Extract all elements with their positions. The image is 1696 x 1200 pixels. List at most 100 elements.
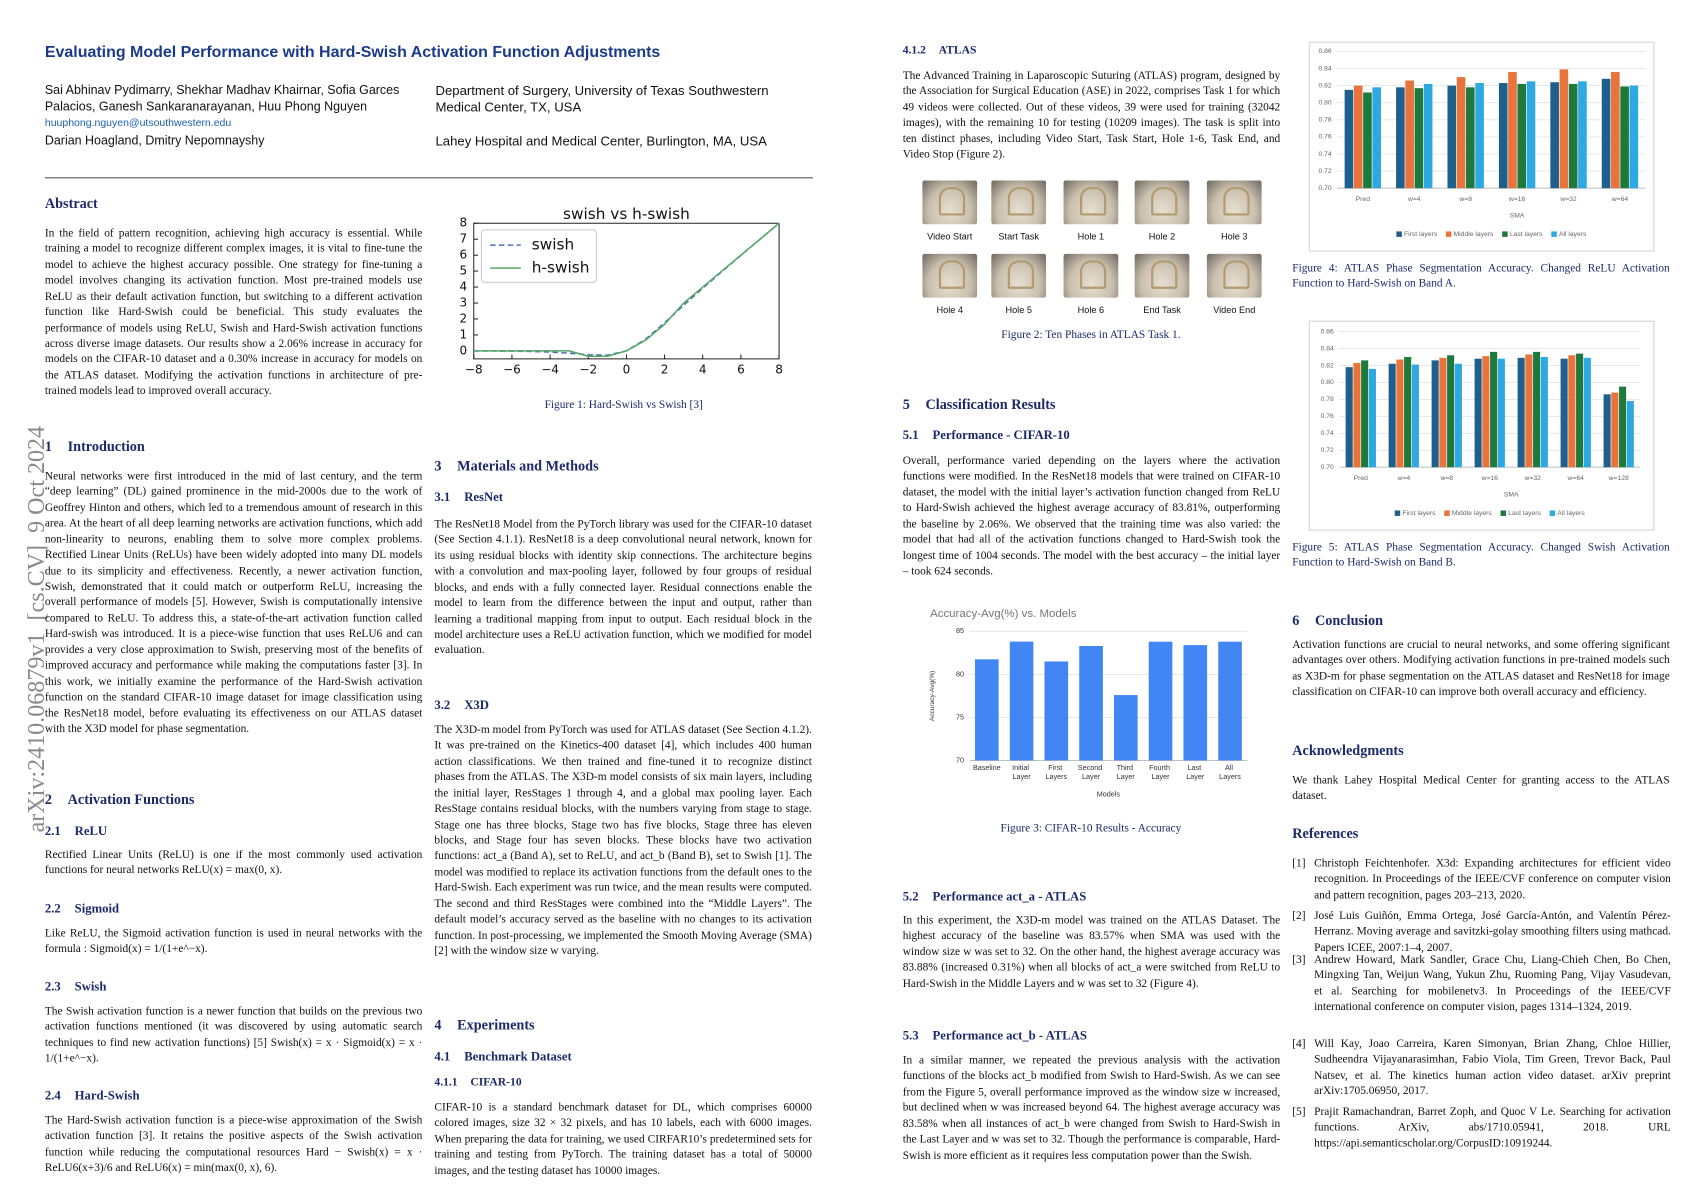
paragraph: The ResNet18 Model from the PyTorch libr… xyxy=(434,518,812,657)
legend-swatch xyxy=(1394,510,1401,516)
x-tick-label: −2 xyxy=(579,362,597,376)
y-tick-label: 6 xyxy=(460,248,468,262)
section-title: References xyxy=(1292,825,1359,842)
bar xyxy=(1344,89,1354,189)
bar xyxy=(1044,661,1069,761)
bar xyxy=(1414,88,1424,189)
x-tick-label: w=128 xyxy=(1608,475,1629,482)
section-heading: 5 Classification Results xyxy=(903,396,1056,414)
x-tick-label: Last Layer xyxy=(1186,763,1205,781)
reference-label: [2] xyxy=(1292,910,1306,923)
paragraph: Overall, performance varied depending on… xyxy=(902,454,1281,578)
section-number: 3.1 xyxy=(434,490,451,505)
bar xyxy=(1466,87,1475,189)
section-number: 4.1.1 xyxy=(434,1076,458,1089)
phase-image xyxy=(1134,180,1190,225)
section-title: Swish xyxy=(74,979,107,994)
phase-label: Hole 4 xyxy=(936,304,964,316)
y-tick-label: 0.70 xyxy=(1318,185,1331,192)
paragraph: In this experiment, the X3D-m model was … xyxy=(902,914,1281,990)
bar xyxy=(1372,87,1382,189)
bar xyxy=(1603,394,1611,468)
section-title: ReLU xyxy=(74,823,108,839)
figure-5-chart: 0.70 0.72 0.74 0.76 0.78 0.80 0.82 0.84 0.86 Pred… xyxy=(1308,320,1655,531)
y-tick-label: 80 xyxy=(956,669,964,678)
section-number: 3 xyxy=(434,457,442,474)
bar xyxy=(1508,71,1517,189)
bar xyxy=(1388,363,1396,468)
phase-image xyxy=(991,180,1047,225)
paragraph: The Hard-Swish activation function is a … xyxy=(44,1114,423,1175)
y-tick-label: 0.84 xyxy=(1318,65,1331,72)
bar xyxy=(1361,360,1369,468)
paragraph: We thank Lahey Hospital Medical Center f… xyxy=(1292,774,1670,803)
bar xyxy=(1568,83,1578,189)
reference-label: [3] xyxy=(1292,953,1306,966)
paragraph: Prajit Ramachandran, Barret Zoph, and Qu… xyxy=(1314,1106,1671,1150)
section-heading: 5.2 Performance act_a - ATLAS xyxy=(903,888,1087,906)
bar xyxy=(1517,83,1527,189)
phase-label: Hole 6 xyxy=(1077,304,1105,316)
bar xyxy=(1079,645,1103,761)
y-tick-label: 0.86 xyxy=(1321,328,1334,335)
y-tick-label: 2 xyxy=(460,311,468,325)
x-tick-label: Pred xyxy=(1356,196,1371,203)
affiliation: Department of Surgery, University of Tex… xyxy=(435,83,769,115)
bar xyxy=(1526,81,1536,189)
paragraph: Neural networks were first introduced in… xyxy=(44,470,423,736)
section-heading: 2.3 Swish xyxy=(45,978,107,996)
bar xyxy=(1540,356,1548,468)
y-tick-label: 0.78 xyxy=(1318,117,1331,124)
section-heading: 3 Materials and Methods xyxy=(434,457,598,475)
legend-swatch xyxy=(1549,510,1556,516)
legend-swatch xyxy=(1502,231,1508,237)
bar xyxy=(1404,356,1412,468)
x-tick-label: 6 xyxy=(737,362,745,376)
bar xyxy=(1611,71,1620,189)
bar xyxy=(1447,355,1455,468)
section-heading: 6 Conclusion xyxy=(1292,612,1383,630)
x-tick-label: 0 xyxy=(623,362,631,376)
header-rule xyxy=(44,177,813,179)
section-number: 4.1.2 xyxy=(902,44,926,57)
bar xyxy=(1576,353,1584,468)
chart-frame xyxy=(1308,320,1655,531)
chart-title: Accuracy-Avg(%) vs. Models xyxy=(930,608,1077,620)
paragraph: In the field of pattern recognition, ach… xyxy=(44,227,423,398)
y-tick-label: 0.80 xyxy=(1318,100,1331,107)
figure-caption: Figure 2: Ten Phases in ATLAS Task 1. xyxy=(1001,329,1181,342)
section-title: Classification Results xyxy=(925,396,1056,413)
bar xyxy=(1113,695,1138,761)
legend-label: First layers xyxy=(1404,231,1438,238)
legend-label: Middle layers xyxy=(1454,231,1494,238)
paragraph: Activation functions are crucial to neur… xyxy=(1292,638,1670,699)
legend-swatch xyxy=(1445,231,1452,237)
bar xyxy=(1353,362,1361,468)
section-heading: 2.4 Hard-Swish xyxy=(45,1088,140,1106)
bar xyxy=(1474,358,1482,468)
paragraph: Andrew Howard, Mark Sandler, Grace Chu, … xyxy=(1314,953,1671,1014)
bar xyxy=(1559,69,1569,189)
x-axis-label: Models xyxy=(1097,789,1121,798)
y-tick-label: 0.80 xyxy=(1321,379,1334,386)
y-tick-label: 0.82 xyxy=(1321,362,1334,369)
phase-label: Hole 2 xyxy=(1148,230,1176,242)
x-tick-label: First Layers xyxy=(1045,763,1067,781)
figure-4-chart: 0.70 0.72 0.74 0.76 0.78 0.80 0.82 0.84 0.86 Pred… xyxy=(1308,41,1655,252)
bar xyxy=(1560,358,1568,468)
y-tick-label: 0 xyxy=(460,343,468,357)
figure-caption: Figure 4: ATLAS Phase Segmentation Accur… xyxy=(1292,262,1670,291)
section-title: Performance act_a - ATLAS xyxy=(932,889,1087,904)
y-tick-label: 0.76 xyxy=(1318,134,1331,141)
x-tick-label: Baseline xyxy=(973,763,1001,772)
bar xyxy=(1454,363,1462,468)
legend-label: Middle layers xyxy=(1452,510,1492,517)
x-tick-label: w=4 xyxy=(1407,196,1421,203)
phase-image xyxy=(1206,180,1262,225)
bar xyxy=(1447,85,1457,189)
section-number: 6 xyxy=(1292,611,1300,629)
bar xyxy=(1456,77,1466,189)
section-heading: 3.2 X3D xyxy=(434,697,488,715)
